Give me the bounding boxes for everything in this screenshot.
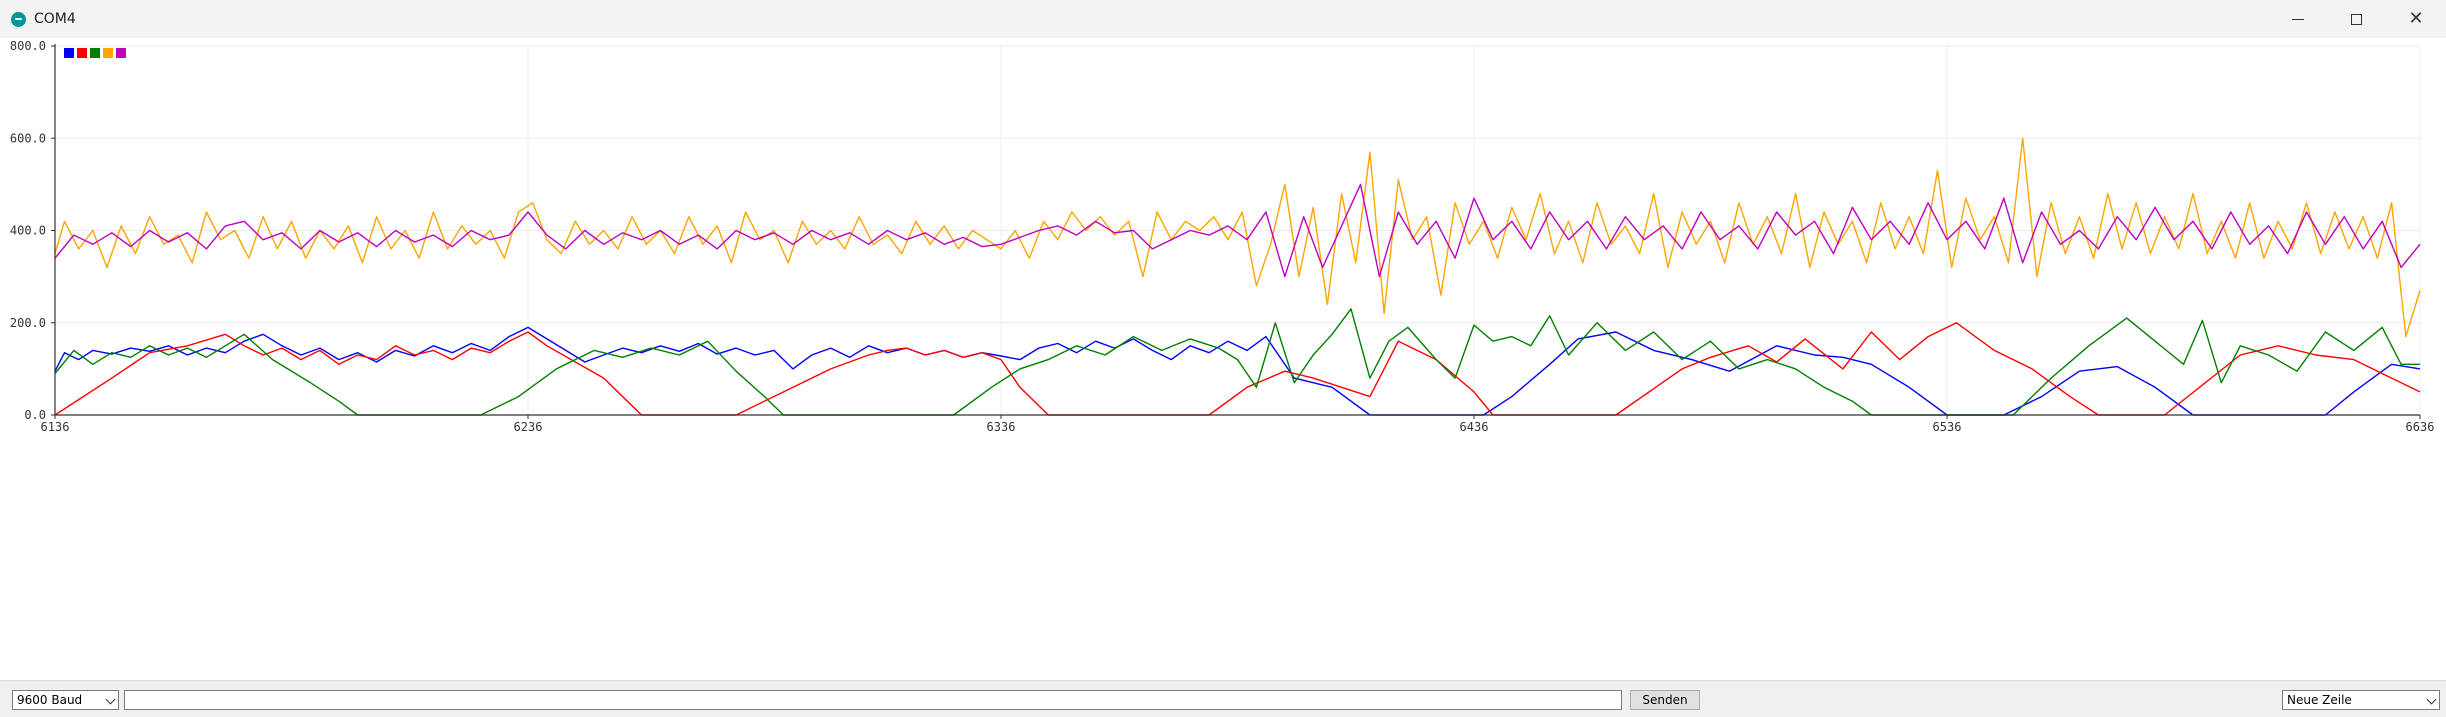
bottom-toolbar: 9600 Baud Senden Neue Zeile — [0, 680, 2446, 717]
minimize-icon — [2292, 18, 2304, 20]
y-tick-label: 400.0 — [10, 224, 46, 238]
x-tick-label: 6536 — [1933, 420, 1962, 434]
send-button[interactable]: Senden — [1630, 690, 1700, 710]
x-tick-label: 6636 — [2406, 420, 2435, 434]
serial-plotter: 0.0 200.0 400.0 600.0 800.0 6136 6236 6336 6436 6… — [0, 38, 2446, 678]
legend-swatch[interactable] — [103, 48, 113, 58]
line-ending-select[interactable]: Neue Zeile — [2282, 690, 2440, 710]
close-icon: ✕ — [2408, 8, 2424, 29]
legend-swatch[interactable] — [77, 48, 87, 58]
send-input[interactable] — [124, 690, 1622, 710]
close-button[interactable]: ✕ — [2386, 0, 2446, 38]
legend — [64, 48, 126, 58]
x-tick-label: 6236 — [514, 420, 543, 434]
y-tick-label: 200.0 — [10, 316, 46, 330]
series-line — [54, 308, 2420, 416]
plot-svg: 0.0 200.0 400.0 600.0 800.0 6136 6236 6336 6436 6… — [10, 39, 2435, 434]
arduino-app-icon — [11, 11, 26, 27]
legend-swatch[interactable] — [116, 48, 126, 58]
axes: 0.0 200.0 400.0 600.0 800.0 6136 6236 6336 6436 6… — [10, 39, 2435, 434]
y-tick-label: 800.0 — [10, 39, 46, 53]
baud-rate-select[interactable]: 9600 Baud — [12, 690, 119, 710]
x-tick-label: 6136 — [41, 420, 70, 434]
chevron-down-icon — [105, 694, 116, 705]
series-line — [54, 137, 2421, 338]
legend-swatch[interactable] — [64, 48, 74, 58]
maximize-icon — [2350, 13, 2362, 25]
minimize-button[interactable] — [2268, 0, 2328, 38]
series-group — [54, 137, 2421, 416]
x-tick-label: 6436 — [1460, 420, 1489, 434]
y-tick-label: 600.0 — [10, 131, 46, 145]
y-tick-label: 0.0 — [24, 408, 46, 422]
maximize-button[interactable] — [2326, 0, 2386, 38]
x-tick-label: 6336 — [987, 420, 1016, 434]
window-title: COM4 — [34, 11, 76, 27]
series-line — [54, 183, 2421, 278]
line-ending-value: Neue Zeile — [2287, 693, 2352, 707]
series-line — [54, 322, 2421, 416]
legend-swatch[interactable] — [90, 48, 100, 58]
baud-rate-value: 9600 Baud — [17, 693, 83, 707]
title-bar: COM4 ✕ — [0, 0, 2446, 38]
series-line — [54, 326, 2421, 416]
chevron-down-icon — [2426, 694, 2437, 705]
